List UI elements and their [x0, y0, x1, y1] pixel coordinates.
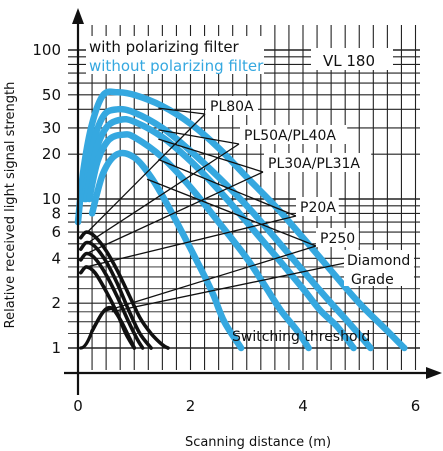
- series-label-4: P20A: [300, 200, 336, 216]
- annotation-grade: Grade: [351, 272, 394, 288]
- x-tick-label: 2: [186, 397, 196, 415]
- series-line-5: [88, 149, 245, 352]
- leader-diamond: [111, 262, 346, 313]
- series-line-10: [90, 305, 137, 350]
- y-axis-title: Relative received light signal strength: [3, 82, 18, 329]
- legend-item-with-filter: with polarizing filter: [89, 38, 240, 56]
- y-tick-label: 20: [42, 145, 61, 163]
- axes: [64, 8, 442, 395]
- label-box: [316, 228, 359, 247]
- y-tick-label: 4: [51, 249, 61, 267]
- grid: [68, 25, 420, 370]
- threshold-label: Switching threshold: [232, 329, 370, 345]
- leader-blue-1: [158, 107, 206, 115]
- leader-blue-3: [158, 138, 264, 173]
- annotation-box: [344, 250, 414, 286]
- label-box: [240, 125, 348, 144]
- threshold-hook: [79, 329, 94, 350]
- y-tick-label: 10: [42, 190, 61, 208]
- label-box: [296, 197, 339, 216]
- switching-threshold: Switching threshold: [79, 329, 370, 350]
- label-box: [264, 153, 372, 172]
- leader-black-3: [86, 171, 264, 255]
- y-tick-label: 8: [51, 204, 61, 222]
- x-axis-title: Scanning distance (m): [185, 435, 331, 450]
- leader-blue-5: [146, 178, 317, 247]
- series-line-7: [79, 240, 153, 350]
- leader-blue-4: [158, 158, 297, 217]
- leader-blue-2: [158, 129, 240, 145]
- y-tick-label: 2: [51, 294, 61, 312]
- x-tick-label: 6: [411, 397, 421, 415]
- series-label-1: PL80A: [210, 99, 254, 115]
- series-line-1: [74, 88, 408, 352]
- curve-labels: PL80A PL50A/PL40A PL30A/PL31A P20A P250 Diamo…: [206, 96, 414, 288]
- y-axis-arrow-icon: [72, 8, 84, 24]
- leader-black-1: [85, 113, 206, 234]
- model-label-box: [311, 48, 393, 70]
- x-axis-arrow-icon: [426, 367, 442, 379]
- y-tick-label: 1: [51, 339, 61, 357]
- leader-black-5: [103, 245, 317, 313]
- label-leader-lines: [85, 107, 346, 313]
- series-line-6: [79, 230, 170, 350]
- y-tick-label: 50: [42, 86, 61, 104]
- annotation-diamond: Diamond: [347, 253, 410, 269]
- y-tick-label: 6: [51, 223, 61, 241]
- series-line-2: [81, 105, 374, 352]
- leader-black-2: [86, 143, 240, 245]
- series-line-4: [86, 131, 312, 352]
- series-label-2: PL50A/PL40A: [244, 128, 336, 144]
- series-label-5: P250: [320, 231, 355, 247]
- x-tick-label: 0: [73, 397, 83, 415]
- x-tick-label: 4: [298, 397, 308, 415]
- y-tick-label: 30: [42, 119, 61, 137]
- series-line-3: [83, 115, 357, 352]
- y-tick-label: 100: [32, 41, 61, 59]
- series-label-3: PL30A/PL31A: [268, 156, 360, 172]
- legend-box: [86, 36, 264, 74]
- model-label: VL 180: [323, 52, 375, 70]
- label-box: [206, 96, 258, 115]
- legend-item-without-filter: without polarizing filter: [89, 57, 264, 75]
